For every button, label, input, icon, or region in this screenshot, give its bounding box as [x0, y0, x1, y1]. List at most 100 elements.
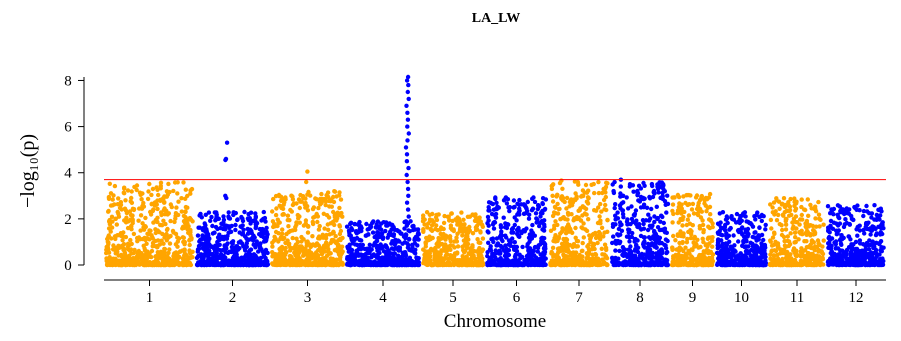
snp-point: [167, 235, 171, 239]
snp-point: [551, 199, 555, 203]
snp-point: [294, 220, 298, 224]
snp-point: [573, 259, 577, 263]
snp-point: [144, 263, 148, 267]
snp-point: [172, 262, 176, 266]
snp-point: [303, 205, 307, 209]
peak-snp-point: [406, 118, 410, 122]
snp-point: [301, 262, 305, 266]
snp-point: [537, 205, 541, 209]
snp-point: [155, 216, 159, 220]
peak-snp-point: [406, 221, 410, 225]
snp-point: [586, 254, 590, 258]
snp-point: [527, 217, 531, 221]
snp-point: [660, 249, 664, 253]
snp-point: [115, 233, 119, 237]
snp-point: [239, 225, 243, 229]
snp-point: [329, 251, 333, 255]
snp-point: [397, 245, 401, 249]
snp-point: [621, 200, 625, 204]
peak-snp-point: [618, 191, 622, 195]
snp-point: [132, 208, 136, 212]
snp-point: [596, 180, 600, 184]
snp-point: [793, 231, 797, 235]
snp-point: [678, 229, 682, 233]
snp-point: [534, 220, 538, 224]
snp-point: [188, 243, 192, 247]
snp-point: [183, 197, 187, 201]
snp-point: [486, 218, 490, 222]
snp-point: [222, 263, 226, 267]
snp-point: [538, 252, 542, 256]
snp-point: [596, 257, 600, 261]
snp-point: [760, 219, 764, 223]
snp-point: [487, 224, 491, 228]
snp-point: [580, 249, 584, 253]
snp-point: [357, 238, 361, 242]
snp-point: [440, 263, 444, 267]
snp-point: [187, 248, 191, 252]
snp-point: [204, 213, 208, 217]
snp-point: [332, 223, 336, 227]
peak-snp-point: [405, 138, 409, 142]
peak-snp-point: [405, 111, 409, 115]
snp-point: [413, 251, 417, 255]
snp-point: [479, 254, 483, 258]
snp-point: [248, 252, 252, 256]
snp-point: [251, 237, 255, 241]
snp-point: [755, 248, 759, 252]
snp-point: [736, 220, 740, 224]
snp-point: [156, 252, 160, 256]
snp-point: [571, 245, 575, 249]
snp-point: [680, 241, 684, 245]
snp-point: [648, 216, 652, 220]
snp-point: [213, 210, 217, 214]
snp-point: [531, 231, 535, 235]
snp-point: [155, 257, 159, 261]
snp-point: [136, 259, 140, 263]
snp-point: [558, 231, 562, 235]
snp-point: [410, 243, 414, 247]
snp-point: [107, 195, 111, 199]
snp-point: [683, 201, 687, 205]
snp-point: [584, 212, 588, 216]
snp-point: [335, 249, 339, 253]
snp-point: [718, 220, 722, 224]
snp-point: [748, 263, 752, 267]
snp-point: [171, 230, 175, 234]
snp-point: [600, 226, 604, 230]
snp-point: [697, 254, 701, 258]
snp-point: [555, 252, 559, 256]
snp-point: [120, 254, 124, 258]
snp-point: [634, 243, 638, 247]
snp-point: [514, 218, 518, 222]
snp-point: [721, 242, 725, 246]
snp-point: [407, 237, 411, 241]
snp-point: [645, 206, 649, 210]
snp-point: [262, 210, 266, 214]
snp-point: [216, 236, 220, 240]
snp-point: [620, 253, 624, 257]
snp-point: [338, 253, 342, 257]
snp-point: [626, 227, 630, 231]
snp-point: [238, 230, 242, 234]
snp-point: [174, 205, 178, 209]
snp-point: [263, 256, 267, 260]
snp-point: [319, 192, 323, 196]
snp-point: [166, 193, 170, 197]
snp-point: [741, 254, 745, 258]
snp-point: [664, 210, 668, 214]
snp-point: [106, 209, 110, 213]
snp-point: [390, 227, 394, 231]
snp-point: [583, 227, 587, 231]
snp-point: [660, 241, 664, 245]
snp-point: [185, 206, 189, 210]
snp-point: [586, 217, 590, 221]
snp-point: [431, 262, 435, 266]
snp-point: [373, 241, 377, 245]
snp-point: [627, 239, 631, 243]
snp-point: [527, 262, 531, 266]
snp-point: [706, 236, 710, 240]
snp-point: [743, 214, 747, 218]
snp-point: [494, 212, 498, 216]
